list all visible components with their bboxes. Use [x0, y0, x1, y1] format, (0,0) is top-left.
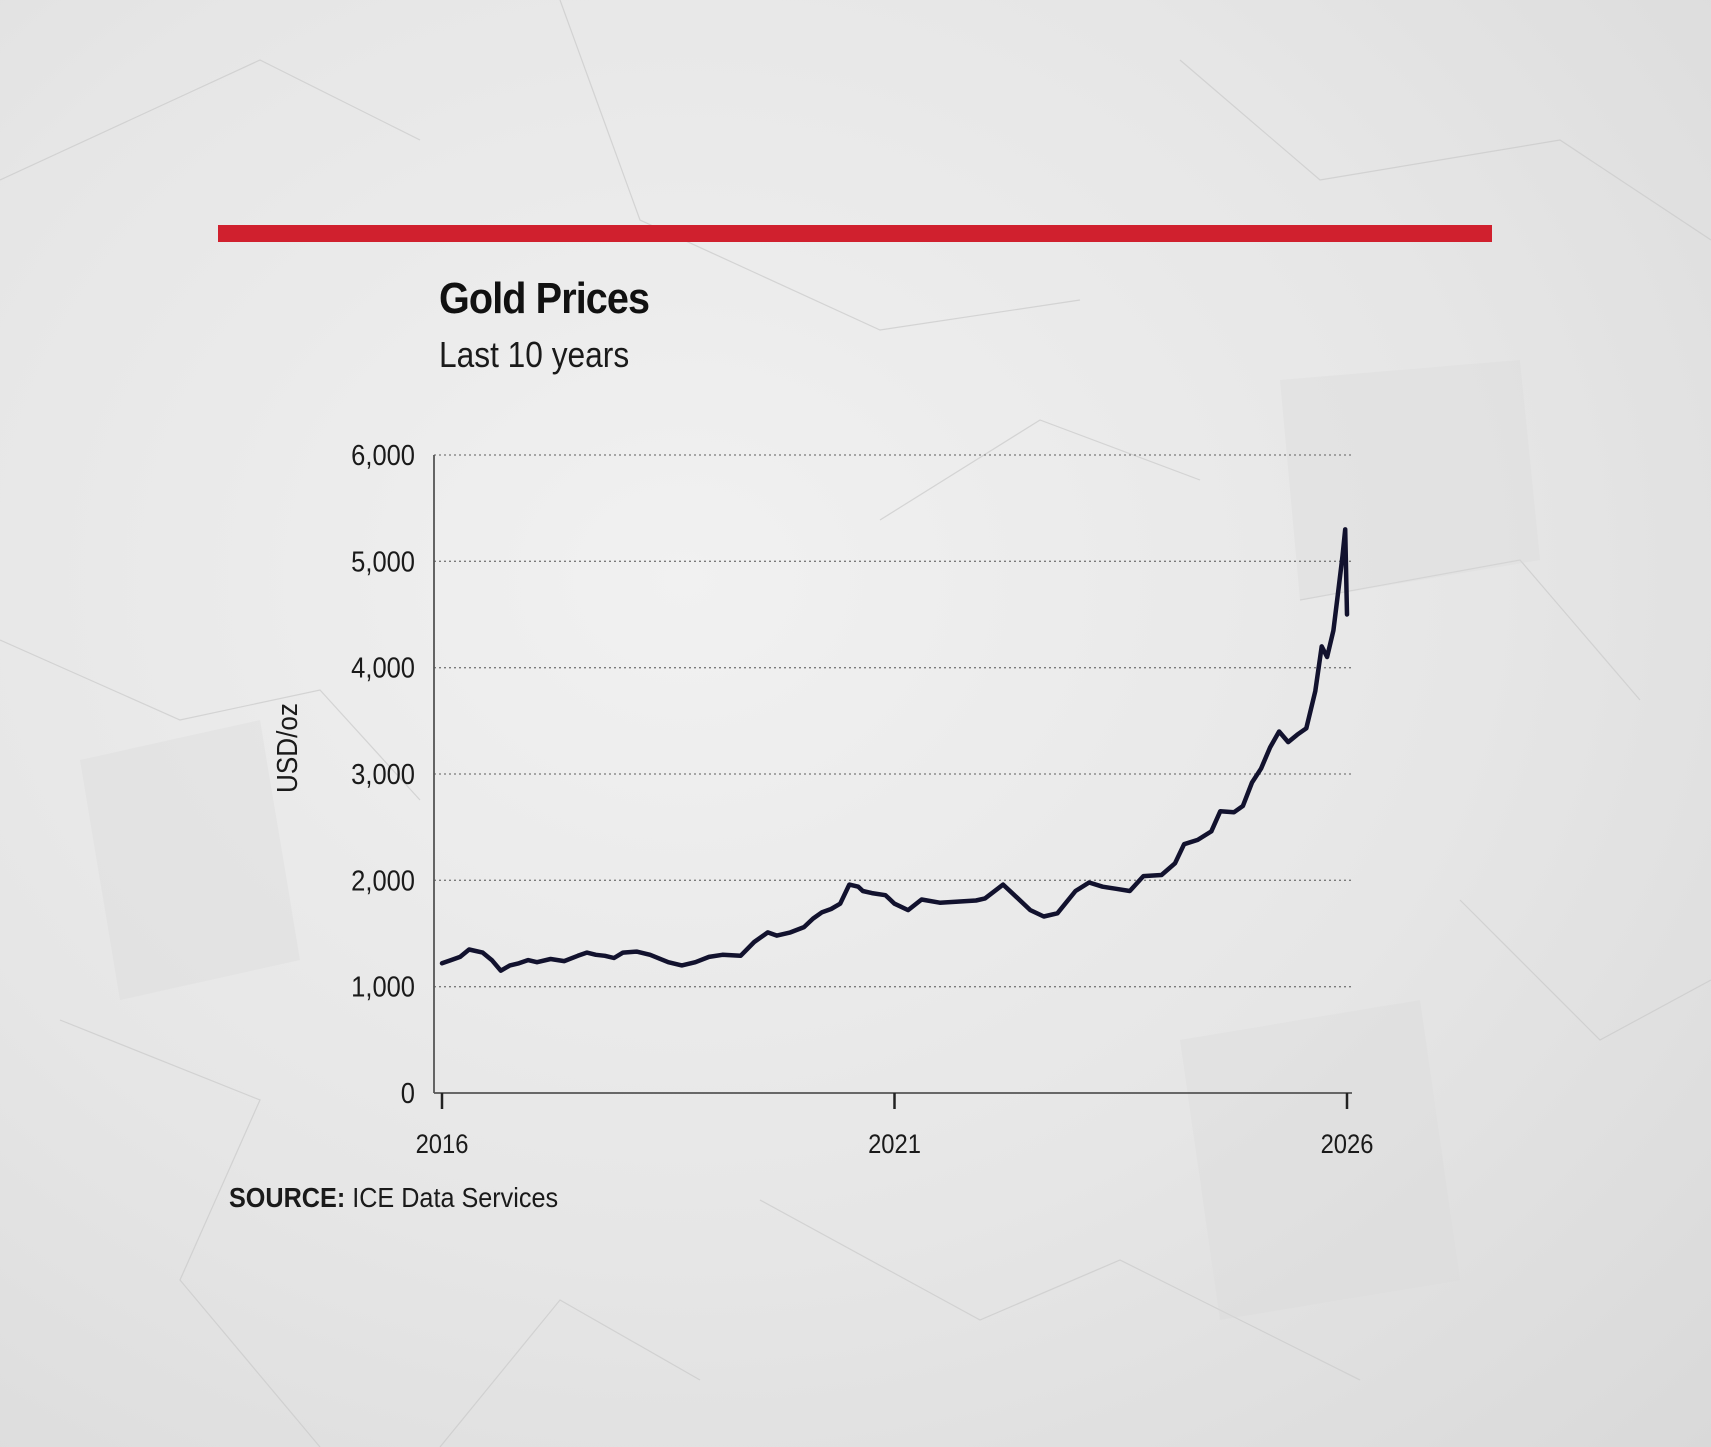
accent-bar [218, 225, 1492, 242]
chart-subtitle: Last 10 years [439, 334, 630, 375]
series-layer [439, 527, 1350, 973]
source-note: SOURCE: ICE Data Services [229, 1182, 558, 1214]
source-text: ICE Data Services [352, 1182, 559, 1213]
x-tick-label: 2016 [416, 1130, 469, 1160]
y-tick-label: 0 [401, 1076, 415, 1109]
y-tick-label: 5,000 [351, 545, 415, 578]
y-tick-label: 6,000 [351, 438, 415, 471]
y-tick-label: 1,000 [351, 970, 415, 1003]
x-tick-label: 2021 [868, 1130, 921, 1160]
x-tick-label: 2026 [1321, 1130, 1374, 1160]
grid-lines [434, 454, 1352, 988]
y-tick-label: 4,000 [351, 651, 415, 684]
y-tick-label: 3,000 [351, 757, 415, 790]
y-axis-title: USD/oz [271, 703, 304, 793]
source-label: SOURCE: [229, 1182, 346, 1213]
axes [433, 455, 1352, 1109]
chart-title: Gold Prices [439, 274, 650, 323]
y-tick-label: 2,000 [351, 864, 415, 897]
gold-price-line [439, 527, 1350, 973]
tick-labels: 2016 2021 2026 0 1,000 2,000 3,000 4,000 5,000 6,… [271, 438, 1374, 1159]
